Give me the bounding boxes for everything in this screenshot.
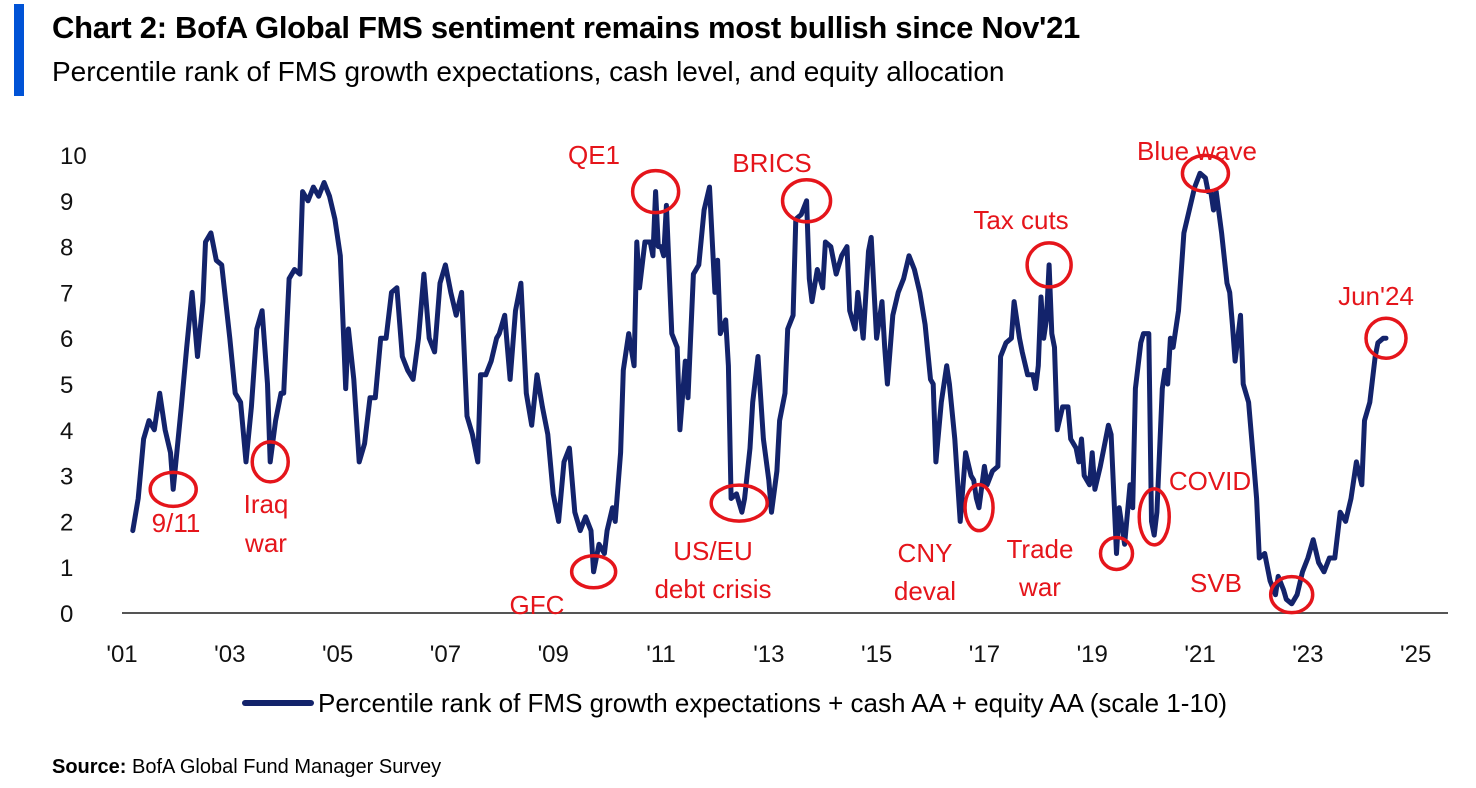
annotation-label: QE1	[568, 140, 620, 170]
annotation-label: war	[244, 528, 287, 558]
legend-label: Percentile rank of FMS growth expectatio…	[318, 687, 1228, 718]
annotation-circle	[569, 554, 618, 590]
x-tick-label: '07	[430, 641, 461, 668]
annotation-label: CNY	[898, 538, 953, 568]
y-tick-label: 6	[60, 326, 73, 353]
annotation-label: COVID	[1169, 466, 1251, 496]
annotation-circle	[250, 440, 290, 484]
x-tick-label: '23	[1292, 641, 1323, 668]
y-tick-label: 0	[60, 601, 73, 628]
x-tick-label: '21	[1184, 641, 1215, 668]
annotation-circle	[709, 483, 769, 523]
annotation-label: Jun'24	[1338, 281, 1414, 311]
header-accent-bar	[14, 4, 24, 96]
source-note: Source: BofA Global Fund Manager Survey	[52, 756, 441, 779]
annotation-circle	[1268, 574, 1315, 615]
annotation-label: Blue wave	[1137, 136, 1257, 166]
annotation-circle	[1180, 153, 1231, 194]
chart-subtitle: Percentile rank of FMS growth expectatio…	[52, 56, 1005, 87]
chart-title: Chart 2: BofA Global FMS sentiment remai…	[52, 10, 1080, 45]
annotation-circle	[1364, 316, 1408, 360]
annotation-label: debt crisis	[654, 574, 771, 604]
annotation-circle	[1025, 241, 1073, 289]
annotation-circle	[1098, 535, 1135, 572]
series-line	[130, 170, 1389, 607]
y-tick-label: 7	[60, 280, 73, 307]
y-tick-label: 4	[60, 418, 73, 445]
x-tick-label: '05	[322, 641, 353, 668]
y-tick-label: 8	[60, 235, 73, 262]
x-tick-label: '11	[646, 641, 676, 668]
annotation-label: Trade	[1007, 534, 1074, 564]
line-chart: 0 1 2 3 4 5 6 7 8 9 10 '01 '03 '05 '07 '09 '11 '13 '15 '17…	[60, 136, 1448, 668]
y-tick-label: 10	[60, 143, 87, 170]
annotation-label: GFC	[510, 590, 565, 620]
x-tick-label: '15	[861, 641, 892, 668]
annotation-circle	[148, 470, 198, 509]
x-tick-label: '17	[969, 641, 1000, 668]
legend-swatch	[242, 700, 314, 706]
annotation-circle	[780, 178, 833, 224]
x-tick-label: '09	[538, 641, 569, 668]
y-tick-label: 5	[60, 372, 73, 399]
annotation-circle	[1137, 487, 1171, 547]
source-label: Source:	[52, 756, 127, 778]
x-axis-tick-labels: '01 '03 '05 '07 '09 '11 '13 '15 '17 '19 '21 '23 '25	[106, 641, 1431, 668]
legend: Percentile rank of FMS growth expectatio…	[242, 683, 1227, 723]
annotation-circle	[963, 482, 995, 533]
annotation-label: war	[1018, 572, 1061, 602]
x-tick-label: '01	[106, 641, 137, 668]
annotations: 9/11 Iraq war GFC QE1 US/EU debt crisis BRICS CN…	[148, 136, 1414, 620]
annotation-label: Tax cuts	[973, 205, 1068, 235]
annotation-circle	[630, 168, 681, 215]
x-tick-label: '19	[1077, 641, 1108, 668]
y-tick-label: 9	[60, 189, 73, 216]
x-tick-label: '25	[1400, 641, 1431, 668]
annotation-label: Iraq	[244, 489, 289, 519]
x-tick-label: '13	[753, 641, 784, 668]
y-tick-label: 1	[60, 555, 73, 582]
annotation-label: deval	[894, 576, 956, 606]
y-tick-label: 3	[60, 464, 73, 491]
annotation-label: 9/11	[152, 508, 201, 538]
y-tick-label: 2	[60, 509, 73, 536]
y-axis-tick-labels: 0 1 2 3 4 5 6 7 8 9 10	[60, 143, 87, 628]
annotation-label: US/EU	[673, 536, 752, 566]
annotation-label: BRICS	[732, 148, 811, 178]
source-text: BofA Global Fund Manager Survey	[132, 756, 442, 778]
x-tick-label: '03	[214, 641, 245, 668]
annotation-label: SVB	[1190, 568, 1242, 598]
